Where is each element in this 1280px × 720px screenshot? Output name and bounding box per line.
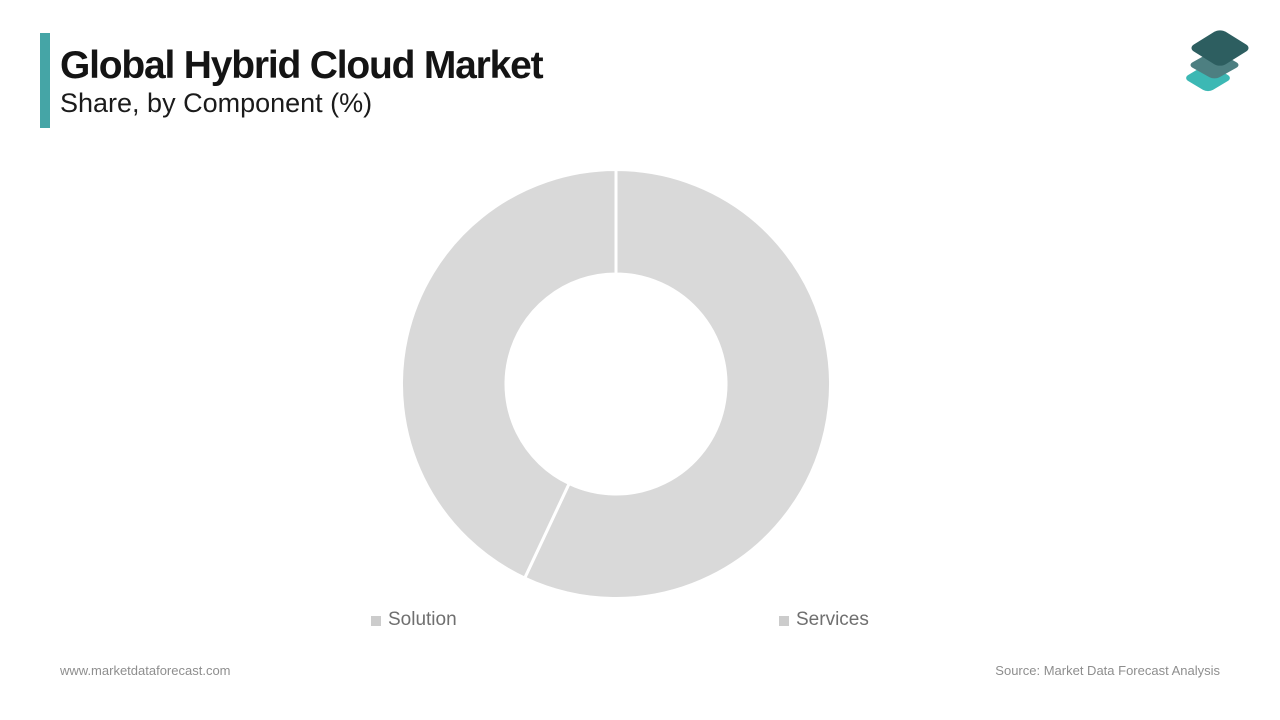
title-accent-bar (40, 33, 50, 128)
logo-layer-top-icon (1191, 30, 1249, 66)
page-title: Global Hybrid Cloud Market (60, 44, 544, 87)
page-subtitle: Share, by Component (%) (60, 88, 373, 118)
legend-marker-services-icon (779, 616, 789, 626)
legend-marker-solution-icon (371, 616, 381, 626)
header: Global Hybrid Cloud Market Share, by Com… (40, 33, 544, 128)
donut-slice-solution[interactable] (523, 168, 832, 600)
legend-label-solution: Solution (388, 609, 457, 630)
market-data-forecast-logo-icon (1186, 30, 1249, 92)
footer-website: www.marketdataforecast.com (60, 663, 231, 678)
legend-label-services: Services (796, 609, 869, 630)
legend-item-solution[interactable]: Solution (371, 609, 457, 631)
donut-slice-services[interactable] (400, 168, 618, 580)
title-block: Global Hybrid Cloud Market Share, by Com… (60, 33, 544, 128)
donut-chart (400, 168, 832, 600)
legend-item-services[interactable]: Services (779, 609, 869, 631)
footer-source: Source: Market Data Forecast Analysis (995, 663, 1220, 678)
